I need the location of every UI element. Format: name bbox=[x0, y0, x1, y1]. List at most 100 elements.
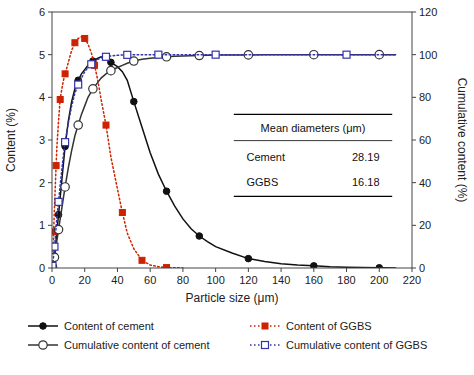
y-tick bbox=[48, 140, 52, 141]
marker bbox=[88, 61, 95, 68]
marker bbox=[62, 139, 69, 146]
chart: 0204060801001201401601802002200123456020… bbox=[0, 0, 474, 375]
y2-tick bbox=[412, 140, 416, 141]
y2-tick-label: 40 bbox=[419, 177, 431, 189]
y-tick bbox=[48, 182, 52, 183]
marker bbox=[62, 71, 68, 77]
y-tick-label: 0 bbox=[39, 262, 45, 274]
marker bbox=[74, 121, 82, 129]
marker bbox=[82, 35, 88, 41]
marker bbox=[124, 51, 131, 58]
y2-tick bbox=[412, 97, 416, 98]
series bbox=[52, 50, 396, 268]
x-tick bbox=[379, 268, 380, 272]
marker bbox=[164, 265, 170, 268]
marker bbox=[163, 188, 170, 195]
marker bbox=[103, 122, 109, 128]
x-tick bbox=[117, 268, 118, 272]
y2-tick bbox=[412, 225, 416, 226]
y-tick bbox=[48, 225, 52, 226]
marker bbox=[262, 323, 268, 329]
y2-tick bbox=[412, 182, 416, 183]
table-rule bbox=[234, 114, 392, 115]
legend-label: Cumulative content of GGBS bbox=[286, 339, 427, 351]
marker bbox=[131, 98, 138, 105]
marker bbox=[245, 255, 252, 262]
legend-label: Content of GGBS bbox=[286, 320, 372, 332]
marker bbox=[262, 342, 269, 349]
x-tick-label: 140 bbox=[272, 274, 290, 286]
x-tick bbox=[150, 268, 151, 272]
series-line bbox=[52, 55, 395, 266]
y2-tick-label: 20 bbox=[419, 219, 431, 231]
y-tick-label: 2 bbox=[39, 177, 45, 189]
marker bbox=[57, 96, 63, 102]
marker bbox=[75, 81, 82, 88]
y-tick-label: 5 bbox=[39, 49, 45, 61]
plot-frame bbox=[52, 12, 412, 268]
y2-tick bbox=[412, 12, 416, 13]
x-tick-label: 60 bbox=[144, 274, 156, 286]
marker bbox=[119, 210, 125, 216]
x-tick-label: 40 bbox=[111, 274, 123, 286]
table-row-label: Cement bbox=[246, 151, 285, 163]
series-line bbox=[52, 55, 395, 267]
y-tick-label: 1 bbox=[39, 219, 45, 231]
plot-area bbox=[52, 35, 396, 268]
x-tick bbox=[313, 268, 314, 272]
axes: 0204060801001201401601802002200123456020… bbox=[4, 6, 469, 305]
marker bbox=[107, 66, 115, 74]
table-row-value: 28.19 bbox=[352, 151, 380, 163]
marker bbox=[55, 198, 62, 205]
marker bbox=[89, 85, 97, 93]
marker bbox=[52, 243, 58, 250]
marker bbox=[196, 233, 203, 240]
legend-label: Content of cement bbox=[64, 320, 154, 332]
x-tick-label: 100 bbox=[206, 274, 224, 286]
y-tick-label: 3 bbox=[39, 134, 45, 146]
marker bbox=[162, 53, 170, 61]
marker bbox=[212, 51, 219, 58]
x-tick bbox=[215, 268, 216, 272]
marker bbox=[139, 257, 145, 263]
table-header: Mean diameters (μm) bbox=[261, 122, 366, 134]
y2-tick-label: 100 bbox=[419, 49, 437, 61]
x-tick bbox=[281, 268, 282, 272]
x-tick-label: 160 bbox=[305, 274, 323, 286]
marker bbox=[52, 263, 57, 268]
table-rule bbox=[234, 196, 392, 197]
y2-tick-label: 60 bbox=[419, 134, 431, 146]
x-tick-label: 80 bbox=[177, 274, 189, 286]
legend: Content of cement Content of GGBS Cumulati… bbox=[28, 320, 427, 351]
marker bbox=[155, 51, 162, 58]
table-row-label: GGBS bbox=[246, 176, 278, 188]
y2-tick bbox=[412, 268, 416, 269]
x-tick bbox=[52, 268, 53, 272]
marker bbox=[39, 341, 47, 349]
marker bbox=[61, 183, 69, 191]
y2-tick-label: 80 bbox=[419, 91, 431, 103]
y-tick bbox=[48, 268, 52, 269]
x-tick bbox=[412, 268, 413, 272]
series-line bbox=[52, 57, 395, 268]
y-axis-label: Content (%) bbox=[4, 108, 18, 172]
y-tick bbox=[48, 97, 52, 98]
series bbox=[52, 51, 396, 268]
x-tick-label: 0 bbox=[49, 274, 55, 286]
y2-tick-label: 0 bbox=[419, 262, 425, 274]
x-tick-label: 220 bbox=[403, 274, 421, 286]
x-axis-label: Particle size (μm) bbox=[186, 291, 279, 305]
marker bbox=[103, 53, 110, 60]
y-tick-label: 4 bbox=[39, 91, 45, 103]
marker bbox=[311, 263, 318, 268]
y-tick bbox=[48, 12, 52, 13]
y2-tick-label: 120 bbox=[419, 6, 437, 18]
x-tick bbox=[248, 268, 249, 272]
table-rule bbox=[234, 140, 392, 141]
y2-tick bbox=[412, 54, 416, 55]
legend-label: Cumulative content of cement bbox=[64, 339, 210, 351]
marker bbox=[52, 262, 56, 268]
marker bbox=[195, 51, 203, 59]
x-tick-label: 200 bbox=[370, 274, 388, 286]
marker bbox=[376, 264, 383, 268]
